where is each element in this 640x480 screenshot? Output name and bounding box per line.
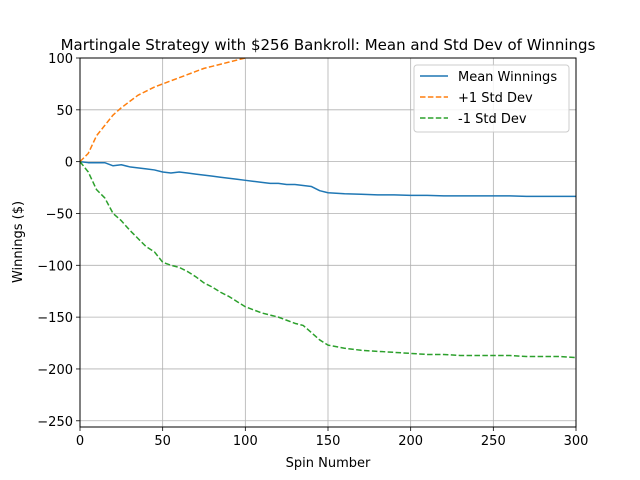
y-tick-label: −200 <box>37 363 73 378</box>
y-axis: −250 −200 −150 −100 −50 0 50 100 <box>37 52 80 430</box>
series-line-1 <box>79 160 576 198</box>
series-line-2 <box>79 57 246 163</box>
legend-label-3: -1 Std Dev <box>458 112 527 127</box>
legend-frame <box>413 64 570 133</box>
x-tick-label: 300 <box>564 434 589 449</box>
y-tick-label: −150 <box>37 311 73 326</box>
legend-label-1: Mean Winnings <box>458 70 557 85</box>
y-tick-label: 0 <box>65 156 73 171</box>
x-tick-label: 0 <box>76 434 84 449</box>
x-axis-title: Spin Number <box>286 456 371 471</box>
series-line-3 <box>79 161 577 359</box>
x-tick-label: 200 <box>398 434 423 449</box>
x-tick-label: 250 <box>481 434 506 449</box>
x-tick-label: 100 <box>233 434 258 449</box>
series-lines <box>79 57 577 359</box>
y-axis-title: Winnings ($) <box>11 201 26 283</box>
legend: Mean Winnings +1 Std Dev -1 Std Dev <box>413 64 570 133</box>
legend-label-2: +1 Std Dev <box>458 91 533 106</box>
y-tick-label: −50 <box>46 207 73 222</box>
y-tick-label: −250 <box>37 415 73 430</box>
chart-title: Martingale Strategy with $256 Bankroll: … <box>61 36 596 54</box>
x-axis: 0 50 100 150 200 250 300 <box>76 427 589 449</box>
x-tick-label: 150 <box>316 434 341 449</box>
y-tick-label: 100 <box>48 52 73 67</box>
y-tick-label: 50 <box>56 104 73 119</box>
x-tick-label: 50 <box>154 434 171 449</box>
y-tick-label: −100 <box>37 259 73 274</box>
